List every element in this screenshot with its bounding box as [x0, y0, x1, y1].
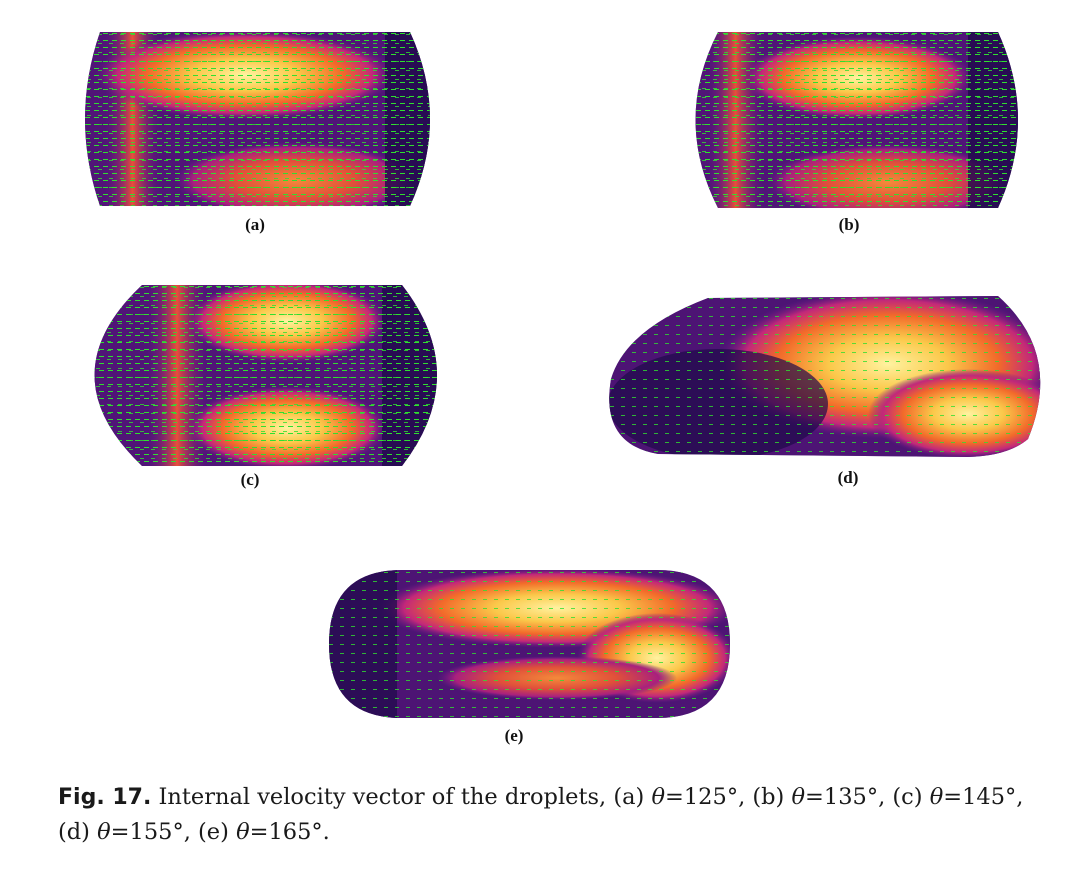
figure-caption: Fig. 17. Internal velocity vector of the… [58, 780, 1068, 849]
panel-b-label: (b) [838, 215, 860, 234]
caption-value-c: =145°, [943, 784, 1024, 810]
caption-text-d: (d) [58, 819, 98, 845]
panel-d-image [608, 294, 1053, 460]
panel-e-image [327, 568, 732, 720]
caption-value-d: =155°, (e) [110, 819, 237, 845]
theta-symbol: θ [651, 784, 666, 810]
panel-d-label: (d) [837, 468, 859, 487]
theta-symbol: θ [929, 784, 944, 810]
theta-symbol: θ [791, 784, 806, 810]
theta-symbol: θ [97, 819, 111, 845]
panel-a-label: (a) [245, 215, 265, 234]
caption-text: Internal velocity vector of the droplets… [151, 784, 652, 810]
panel-b-image [678, 30, 1030, 210]
panel-e-label: (e) [504, 726, 524, 745]
caption-value-b: =135°, (c) [805, 784, 930, 810]
caption-value-a: =125°, (b) [665, 784, 792, 810]
caption-value-e: =165°. [249, 819, 330, 845]
panel-c-label: (c) [240, 470, 260, 489]
panel-c-image [72, 283, 447, 468]
theta-symbol: θ [236, 819, 250, 845]
panel-a-image [85, 30, 440, 208]
figure-number: Fig. 17. [58, 785, 152, 810]
